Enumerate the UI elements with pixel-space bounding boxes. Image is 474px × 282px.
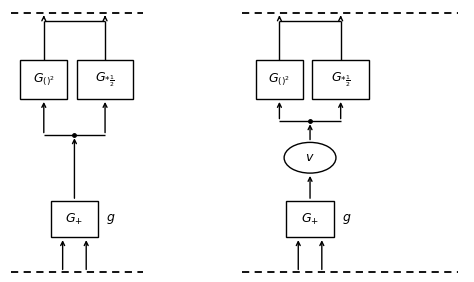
Bar: [286, 201, 334, 237]
Bar: [312, 60, 369, 99]
Text: $g$: $g$: [342, 212, 352, 226]
Bar: [77, 60, 133, 99]
Bar: [20, 60, 67, 99]
Text: $G_{()^2}$: $G_{()^2}$: [268, 71, 291, 88]
Text: $G_{+}$: $G_{+}$: [65, 212, 83, 227]
Bar: [51, 201, 98, 237]
Text: $G_{+}$: $G_{+}$: [301, 212, 319, 227]
Text: $G_{*\frac{1}{2}}$: $G_{*\frac{1}{2}}$: [95, 70, 115, 89]
Text: $g$: $g$: [107, 212, 116, 226]
Text: $v$: $v$: [305, 151, 315, 164]
Text: $G_{()^2}$: $G_{()^2}$: [33, 71, 55, 88]
Text: $G_{*\frac{1}{2}}$: $G_{*\frac{1}{2}}$: [331, 70, 351, 89]
Bar: [256, 60, 303, 99]
